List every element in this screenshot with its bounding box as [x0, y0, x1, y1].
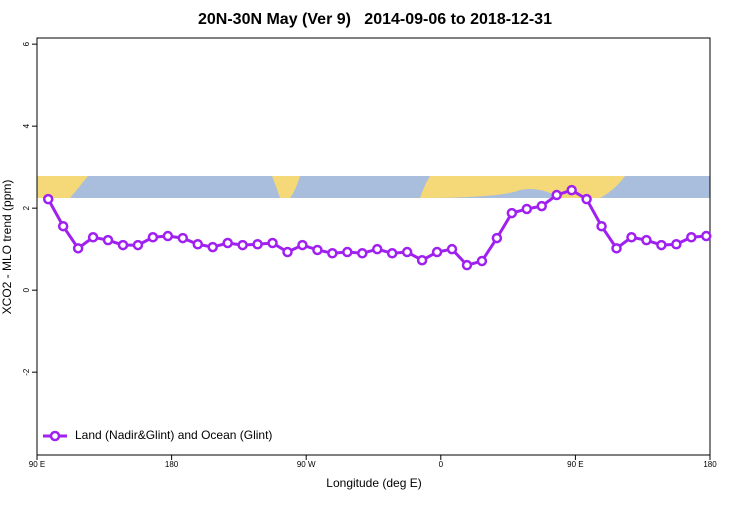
data-point: [297, 239, 308, 251]
data-point: [177, 232, 189, 244]
y-tick-label: 0: [22, 287, 31, 292]
y-tick-label: 6: [22, 41, 31, 46]
data-point: [371, 243, 383, 255]
data-point: [401, 246, 413, 258]
data-point: [222, 237, 233, 249]
data-point: [671, 238, 682, 250]
data-point: [536, 200, 547, 212]
data-point: [72, 243, 84, 254]
data-point: [162, 230, 174, 242]
data-point: [461, 259, 473, 271]
legend-marker: [49, 430, 61, 442]
plot-frame: [36, 37, 711, 456]
y-axis-label: XCO2 - MLO trend (ppm): [0, 180, 14, 315]
data-point: [701, 230, 712, 242]
data-point: [386, 248, 398, 259]
data-point: [641, 234, 652, 246]
data-point: [566, 184, 577, 196]
x-tick-label: 180: [703, 460, 717, 469]
data-point: [416, 254, 428, 266]
data-point: [87, 232, 99, 243]
x-tick-label: 90 E: [29, 460, 45, 469]
data-point: [267, 237, 278, 249]
data-point: [192, 238, 204, 250]
map-strip: [37, 176, 710, 198]
data-point: [42, 193, 54, 205]
data-point: [117, 239, 129, 251]
data-point: [102, 234, 114, 246]
data-point: [596, 220, 607, 232]
legend-label: Land (Nadir&Glint) and Ocean (Glint): [75, 428, 272, 442]
data-point: [686, 232, 697, 243]
x-axis-label: Longitude (deg E): [326, 476, 421, 490]
x-tick-label: 90 E: [567, 460, 583, 469]
data-point: [476, 255, 488, 267]
data-point: [312, 244, 323, 256]
x-tick-label: 0: [439, 460, 444, 469]
x-tick-label: 90 W: [297, 460, 316, 469]
data-point: [626, 232, 637, 243]
data-point: [132, 239, 144, 251]
y-tick-label: 4: [22, 123, 31, 128]
data-point: [357, 248, 368, 259]
y-tick-label: 2: [22, 205, 31, 210]
data-point: [506, 207, 518, 219]
data-point: [491, 232, 503, 244]
data-point: [521, 203, 533, 215]
y-tick-label: -2: [22, 368, 31, 376]
data-point: [611, 243, 622, 254]
data-point: [327, 248, 338, 259]
data-point: [282, 246, 293, 258]
data-point: [147, 232, 159, 243]
data-point: [207, 241, 218, 253]
chart-title: 20N-30N May (Ver 9) 2014-09-06 to 2018-1…: [198, 11, 552, 28]
data-point: [342, 246, 353, 258]
data-point: [237, 239, 248, 251]
x-tick-label: 180: [165, 460, 179, 469]
data-point: [581, 193, 592, 205]
data-point: [551, 189, 562, 201]
data-point: [252, 238, 263, 250]
data-point: [431, 246, 443, 258]
data-point: [57, 220, 69, 232]
data-point: [446, 243, 458, 255]
data-point: [656, 239, 667, 251]
